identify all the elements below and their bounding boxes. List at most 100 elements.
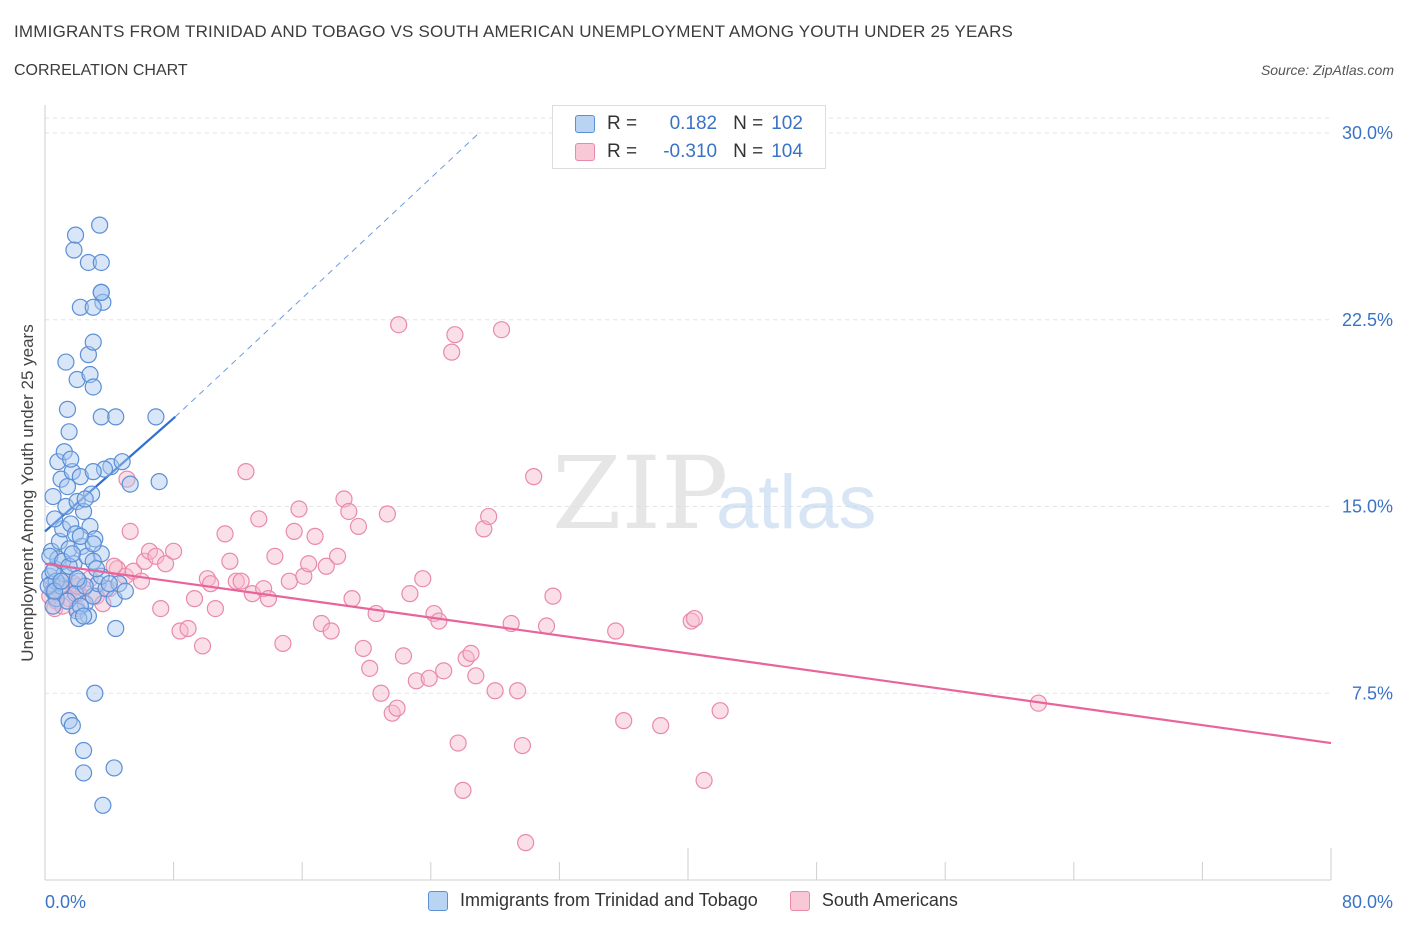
point-south-americans xyxy=(349,517,368,536)
chart-title: IMMIGRANTS FROM TRINIDAD AND TOBAGO VS S… xyxy=(14,22,1014,41)
legend-swatch-blue xyxy=(575,115,595,133)
trendline-immigrants-extension xyxy=(174,132,480,418)
point-immigrants xyxy=(58,592,77,610)
point-south-americans xyxy=(388,699,406,717)
legend-swatch-blue xyxy=(428,890,448,911)
point-immigrants xyxy=(44,487,62,506)
point-immigrants xyxy=(94,796,112,814)
point-immigrants xyxy=(70,609,88,628)
point-south-americans xyxy=(343,590,361,608)
point-south-americans xyxy=(274,634,292,653)
watermark: ZIP atlas xyxy=(552,435,877,552)
point-south-americans xyxy=(193,637,212,655)
n-label: N = xyxy=(733,113,764,134)
chart-subtitle: CORRELATION CHART xyxy=(14,62,188,79)
point-south-americans xyxy=(695,771,713,790)
legend-swatch-pink xyxy=(575,143,595,161)
point-south-americans xyxy=(201,575,220,593)
point-south-americans xyxy=(544,587,562,605)
y-tick-label: 30.0% xyxy=(1342,123,1393,143)
point-south-americans xyxy=(372,684,390,702)
point-south-americans xyxy=(322,622,340,640)
point-south-americans xyxy=(250,510,268,528)
point-south-americans xyxy=(462,644,480,663)
point-south-americans xyxy=(367,604,385,623)
axes xyxy=(44,105,1332,881)
correlation-legend: R = 0.182 N = 102 R = -0.310 N = 104 xyxy=(552,105,826,169)
point-immigrants xyxy=(71,298,89,316)
point-south-americans xyxy=(711,702,729,720)
point-immigrants xyxy=(113,453,131,471)
point-immigrants xyxy=(68,370,86,389)
watermark-zip: ZIP xyxy=(552,435,728,552)
point-immigrants xyxy=(66,226,85,244)
point-south-americans xyxy=(136,552,154,570)
point-south-americans xyxy=(449,734,467,752)
point-immigrants xyxy=(74,502,93,521)
trendline-south-americans xyxy=(44,562,1332,745)
point-immigrants xyxy=(63,717,81,735)
point-south-americans xyxy=(280,572,298,590)
r-label: R = xyxy=(607,113,638,134)
point-south-americans xyxy=(652,717,670,735)
point-south-americans xyxy=(414,570,432,588)
n-label: N = xyxy=(733,141,764,162)
point-immigrants xyxy=(91,216,109,234)
y-tick-label: 22.5% xyxy=(1342,310,1393,330)
point-immigrants xyxy=(74,764,93,782)
y-tick-label: 15.0% xyxy=(1342,497,1393,517)
y-tick-label: 7.5% xyxy=(1352,683,1393,703)
point-immigrants xyxy=(57,353,75,371)
point-immigrants xyxy=(46,510,64,528)
n-value-immigrants: 102 xyxy=(771,113,803,134)
point-immigrants xyxy=(87,560,106,578)
point-immigrants xyxy=(147,408,165,426)
legend-row-south-americans: R = -0.310 N = 104 xyxy=(575,140,803,164)
point-south-americans xyxy=(492,321,511,339)
r-label: R = xyxy=(607,141,638,162)
point-immigrants xyxy=(74,607,93,625)
point-south-americans xyxy=(266,547,284,565)
legend-label-immigrants: Immigrants from Trinidad and Tobago xyxy=(460,890,758,910)
x-tick-label: 0.0% xyxy=(45,892,86,912)
point-south-americans xyxy=(607,622,625,640)
point-south-americans xyxy=(300,555,318,573)
point-south-americans xyxy=(513,736,532,755)
tick-labels: 7.5% 15.0% 22.5% 30.0% 0.0% 80.0% xyxy=(45,123,1393,912)
point-immigrants xyxy=(71,597,89,615)
point-south-americans xyxy=(361,659,379,677)
point-immigrants xyxy=(76,490,94,508)
point-south-americans xyxy=(306,527,324,545)
point-south-americans xyxy=(285,522,303,541)
trendline-south-americans-line xyxy=(44,562,1332,745)
n-value-south-americans: 104 xyxy=(771,141,803,162)
point-south-americans xyxy=(443,343,461,361)
point-south-americans xyxy=(232,572,250,590)
point-immigrants xyxy=(86,684,104,702)
point-south-americans xyxy=(340,502,358,521)
point-south-americans xyxy=(394,647,413,665)
point-immigrants xyxy=(95,460,114,478)
point-immigrants xyxy=(60,423,78,441)
point-south-americans xyxy=(486,682,504,700)
point-south-americans xyxy=(430,612,448,630)
point-south-americans xyxy=(615,712,633,730)
point-immigrants xyxy=(62,450,80,468)
point-south-americans xyxy=(328,547,347,565)
point-south-americans xyxy=(378,505,396,523)
point-immigrants xyxy=(84,535,102,553)
point-south-americans xyxy=(509,682,527,700)
point-immigrants xyxy=(52,572,70,590)
point-south-americans xyxy=(383,704,401,722)
point-south-americans xyxy=(118,470,136,488)
point-south-americans xyxy=(354,639,372,658)
point-south-americans xyxy=(156,555,175,573)
point-immigrants xyxy=(63,545,81,563)
legend-item-immigrants: Immigrants from Trinidad and Tobago xyxy=(428,890,758,911)
r-value-immigrants: 0.182 xyxy=(669,113,718,134)
point-south-americans xyxy=(537,617,556,635)
point-immigrants xyxy=(107,619,125,638)
point-south-americans xyxy=(290,500,308,518)
point-south-americans xyxy=(185,590,204,608)
y-axis-label: Unemployment Among Youth under 25 years xyxy=(18,324,37,661)
